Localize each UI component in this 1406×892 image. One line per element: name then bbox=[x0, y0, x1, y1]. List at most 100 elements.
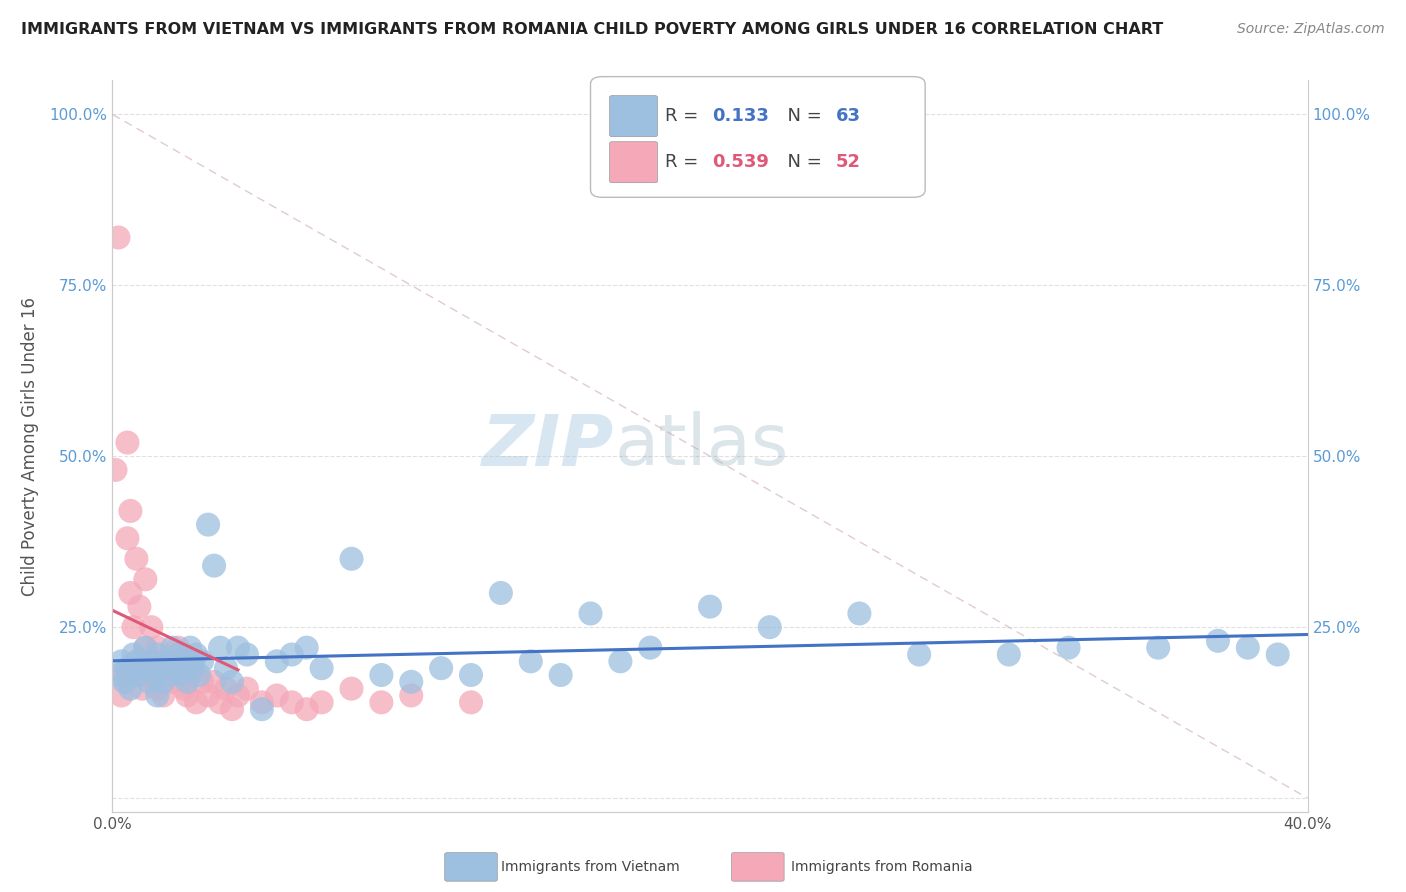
Point bbox=[125, 654, 148, 668]
Point bbox=[640, 640, 662, 655]
Point bbox=[146, 689, 169, 703]
Point bbox=[197, 517, 219, 532]
Point bbox=[226, 640, 249, 655]
Text: 63: 63 bbox=[835, 107, 860, 125]
Point bbox=[295, 702, 318, 716]
Point bbox=[162, 674, 183, 689]
Point bbox=[202, 674, 225, 689]
Point bbox=[1237, 640, 1260, 655]
Point bbox=[165, 661, 187, 675]
Point bbox=[114, 674, 135, 689]
Point bbox=[191, 674, 214, 689]
Text: IMMIGRANTS FROM VIETNAM VS IMMIGRANTS FROM ROMANIA CHILD POVERTY AMONG GIRLS UND: IMMIGRANTS FROM VIETNAM VS IMMIGRANTS FR… bbox=[21, 22, 1163, 37]
Point bbox=[186, 648, 208, 662]
Point bbox=[173, 681, 195, 696]
Point bbox=[131, 681, 153, 696]
FancyBboxPatch shape bbox=[610, 95, 658, 136]
Point bbox=[179, 640, 201, 655]
Point bbox=[202, 558, 225, 573]
Point bbox=[266, 689, 288, 703]
Point bbox=[110, 689, 132, 703]
Point bbox=[179, 668, 201, 682]
Point bbox=[104, 463, 127, 477]
Point bbox=[998, 648, 1021, 662]
Point bbox=[186, 695, 208, 709]
Point bbox=[759, 620, 782, 634]
Point bbox=[1267, 648, 1289, 662]
Y-axis label: Child Poverty Among Girls Under 16: Child Poverty Among Girls Under 16 bbox=[21, 296, 38, 596]
Point bbox=[157, 654, 180, 668]
Point bbox=[236, 648, 259, 662]
Point bbox=[1057, 640, 1080, 655]
Point bbox=[120, 681, 142, 696]
Point bbox=[226, 689, 249, 703]
Point bbox=[188, 668, 211, 682]
Point bbox=[609, 654, 631, 668]
Point bbox=[128, 654, 150, 668]
Point bbox=[134, 640, 156, 655]
Point bbox=[430, 661, 453, 675]
Point bbox=[170, 668, 193, 682]
Text: R =: R = bbox=[665, 153, 703, 171]
Point bbox=[120, 504, 142, 518]
Point bbox=[250, 702, 273, 716]
Point bbox=[489, 586, 512, 600]
Point bbox=[460, 695, 482, 709]
Point bbox=[401, 689, 423, 703]
Point bbox=[107, 668, 129, 682]
FancyBboxPatch shape bbox=[610, 142, 658, 183]
Point bbox=[236, 681, 259, 696]
Point bbox=[170, 668, 193, 682]
Point bbox=[125, 551, 148, 566]
Point bbox=[141, 668, 163, 682]
Point bbox=[340, 681, 363, 696]
FancyBboxPatch shape bbox=[731, 853, 785, 881]
Point bbox=[209, 695, 232, 709]
Point bbox=[141, 620, 163, 634]
Point bbox=[107, 230, 129, 244]
Text: atlas: atlas bbox=[614, 411, 789, 481]
Point bbox=[117, 435, 139, 450]
Point bbox=[120, 586, 142, 600]
Text: 52: 52 bbox=[835, 153, 860, 171]
Point bbox=[167, 640, 190, 655]
Point bbox=[520, 654, 543, 668]
Point bbox=[165, 661, 187, 675]
Point bbox=[146, 648, 169, 662]
Point bbox=[128, 599, 150, 614]
Text: N =: N = bbox=[776, 153, 827, 171]
Text: Immigrants from Romania: Immigrants from Romania bbox=[792, 860, 973, 874]
Point bbox=[125, 668, 148, 682]
Point bbox=[114, 668, 135, 682]
Point bbox=[579, 607, 602, 621]
Point bbox=[128, 668, 150, 682]
Point bbox=[250, 695, 273, 709]
Point bbox=[143, 668, 166, 682]
Point bbox=[370, 668, 392, 682]
Point bbox=[1206, 633, 1229, 648]
Point bbox=[181, 661, 204, 675]
Point bbox=[281, 695, 304, 709]
Text: Immigrants from Vietnam: Immigrants from Vietnam bbox=[501, 860, 679, 874]
Point bbox=[173, 654, 195, 668]
Point bbox=[117, 531, 139, 545]
Point bbox=[340, 551, 363, 566]
Point bbox=[155, 654, 177, 668]
Point bbox=[266, 654, 288, 668]
Point bbox=[401, 674, 423, 689]
Point bbox=[215, 681, 238, 696]
Text: 0.133: 0.133 bbox=[713, 107, 769, 125]
Point bbox=[117, 661, 139, 675]
Point bbox=[460, 668, 482, 682]
Point bbox=[143, 661, 166, 675]
Point bbox=[138, 674, 160, 689]
FancyBboxPatch shape bbox=[591, 77, 925, 197]
Point bbox=[134, 640, 156, 655]
Point bbox=[141, 654, 163, 668]
Point bbox=[110, 654, 132, 668]
Point bbox=[209, 640, 232, 655]
Point bbox=[152, 674, 174, 689]
Point bbox=[176, 674, 198, 689]
Point bbox=[1147, 640, 1170, 655]
Point bbox=[152, 689, 174, 703]
